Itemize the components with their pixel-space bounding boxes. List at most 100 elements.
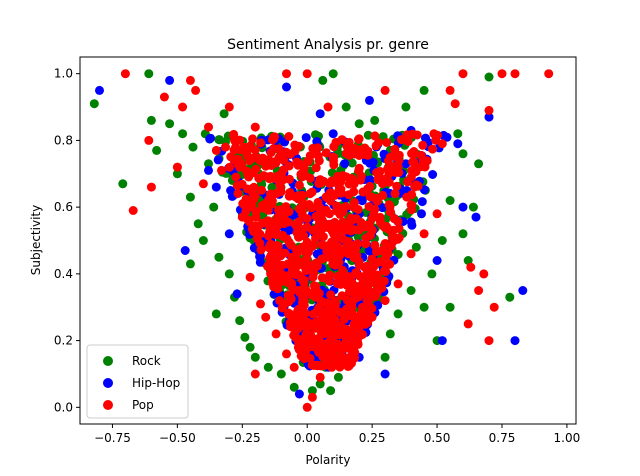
pop-point — [407, 149, 417, 159]
pop-point — [248, 134, 258, 144]
pop-point — [330, 217, 340, 227]
pop-point — [409, 156, 419, 166]
pop-point — [159, 92, 169, 102]
pop-point — [172, 162, 182, 172]
pop-point — [224, 102, 234, 112]
rock-point — [419, 85, 429, 95]
pop-point — [301, 330, 311, 339]
pop-point — [325, 178, 335, 188]
pop-point — [198, 179, 208, 189]
pop-point — [274, 205, 284, 215]
pop-point — [308, 241, 318, 251]
rock-point — [209, 202, 219, 212]
rock-point — [185, 192, 195, 202]
x-tick-label: −0.25 — [224, 431, 261, 445]
pop-point — [289, 362, 299, 372]
pop-point — [321, 148, 331, 158]
pop-point — [298, 205, 308, 215]
pop-point — [264, 155, 274, 165]
pop-point — [246, 196, 256, 205]
pop-point — [354, 135, 363, 144]
pop-point — [318, 254, 328, 264]
hiphop-point — [165, 75, 175, 85]
hiphop-point — [510, 336, 520, 346]
pop-point — [349, 187, 359, 197]
rock-point — [385, 329, 395, 339]
rock-point — [363, 130, 373, 140]
pop-point — [352, 335, 362, 345]
x-axis: −0.75 −0.50 −0.25 0.00 0.25 0.50 0.75 1.00 — [94, 424, 580, 445]
pop-point — [256, 245, 266, 255]
rock-point — [235, 316, 245, 326]
pop-point — [217, 165, 226, 175]
pop-point — [256, 299, 265, 309]
pop-point — [445, 85, 455, 95]
pop-point — [255, 156, 265, 166]
rock-point — [453, 129, 463, 139]
pop-point — [295, 191, 305, 201]
hiphop-point — [432, 256, 442, 265]
pop-point — [338, 217, 348, 227]
hiphop-point — [205, 134, 215, 144]
pop-point — [394, 224, 404, 233]
pop-point — [349, 225, 359, 235]
pop-point — [251, 212, 261, 222]
pop-point — [406, 249, 416, 259]
pop-point — [344, 237, 354, 247]
pop-point — [299, 167, 308, 177]
pop-point — [383, 156, 393, 166]
pop-point — [342, 304, 352, 314]
pop-point — [343, 225, 353, 235]
pop-point — [375, 167, 385, 176]
pop-point — [350, 198, 359, 207]
pop-point — [204, 122, 213, 132]
pop-point — [354, 166, 364, 176]
rock-point — [178, 129, 188, 139]
pop-point — [313, 151, 323, 161]
pop-point — [229, 145, 239, 155]
pop-point — [242, 150, 252, 160]
rock-point — [214, 135, 224, 145]
pop-point — [314, 178, 324, 188]
pop-point — [394, 167, 404, 177]
hiphop-point — [213, 155, 223, 165]
pop-point — [302, 402, 312, 412]
hiphop-point — [377, 203, 387, 213]
rock-point — [401, 102, 411, 112]
pop-point — [235, 135, 245, 145]
pop-point — [293, 270, 303, 279]
hiphop-point — [211, 182, 221, 192]
pop-point — [354, 311, 364, 321]
pop-point — [378, 245, 388, 255]
pop-point — [305, 173, 315, 183]
pop-point — [178, 102, 188, 112]
pop-point — [318, 232, 328, 242]
pop-point — [282, 69, 291, 79]
pop-point — [374, 257, 384, 267]
rock-point — [427, 269, 437, 279]
pop-point — [247, 184, 257, 193]
pop-point — [274, 144, 284, 154]
legend-marker-rock — [103, 356, 113, 366]
pop-point — [361, 222, 371, 232]
pop-point — [418, 140, 428, 150]
pop-point — [327, 349, 337, 359]
pop-point — [280, 248, 290, 258]
pop-point — [324, 319, 334, 329]
y-axis-label: Subjectivity — [29, 205, 43, 275]
pop-point — [347, 174, 357, 184]
pop-point — [380, 85, 390, 95]
rock-point — [406, 286, 416, 295]
pop-point — [346, 311, 356, 321]
pop-point — [191, 85, 201, 95]
pop-point — [269, 134, 279, 144]
rock-point — [263, 362, 273, 372]
pop-point — [392, 181, 402, 191]
rock-point — [146, 115, 156, 125]
pop-point — [315, 372, 325, 382]
hiphop-point — [340, 159, 350, 169]
pop-point — [331, 137, 341, 147]
pop-point — [458, 69, 468, 79]
rock-point — [214, 252, 224, 262]
pop-point — [373, 175, 383, 185]
